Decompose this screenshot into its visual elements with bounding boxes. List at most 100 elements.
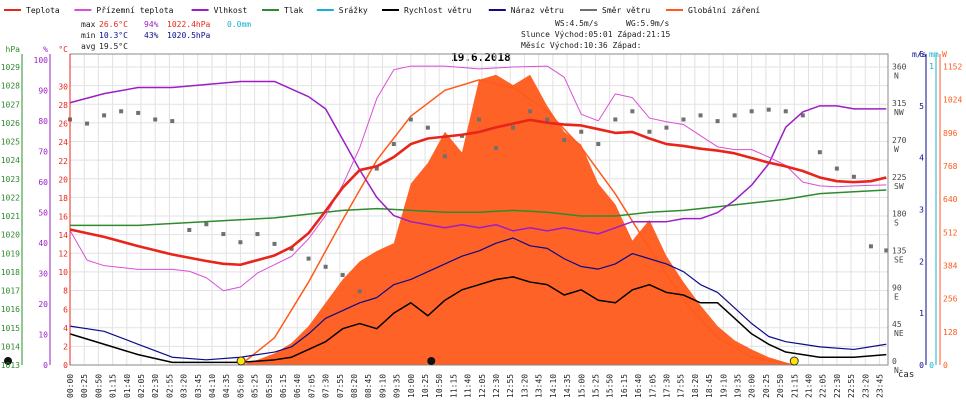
wind-direction-point-26 bbox=[511, 125, 516, 130]
humidity-axis-tick-2: 20 bbox=[38, 300, 48, 309]
wind-direction-point-18 bbox=[374, 166, 379, 171]
rain-tick-1: 1 bbox=[929, 62, 934, 71]
pressure-axis-tick-1: 1014 bbox=[1, 342, 20, 351]
temperature-axis-tick-6: 12 bbox=[58, 250, 68, 259]
humidity-axis-tick-4: 40 bbox=[38, 239, 48, 248]
pressure-axis-tick-7: 1020 bbox=[1, 231, 20, 240]
temperature-axis-tick-8: 16 bbox=[58, 212, 68, 221]
wind-direction-point-6 bbox=[170, 119, 175, 124]
x-tick-label-34: 14:10 bbox=[549, 374, 558, 398]
stat-max-humidity: 94% bbox=[144, 20, 159, 29]
legend-label-1: Přízemní teplota bbox=[96, 6, 173, 15]
wind-direction-point-1 bbox=[85, 121, 90, 126]
clear-sky-curve bbox=[239, 79, 795, 366]
rain-axis-unit: mm bbox=[929, 50, 939, 59]
wind-direction-point-32 bbox=[613, 117, 618, 122]
radiation-tick-0: 0 bbox=[943, 361, 948, 370]
wind-direction-point-2 bbox=[102, 113, 107, 118]
x-tick-label-28: 11:40 bbox=[464, 374, 473, 398]
humidity-axis-tick-1: 10 bbox=[38, 331, 48, 340]
temperature-axis-tick-11: 22 bbox=[58, 157, 68, 166]
pressure-axis-tick-15: 1028 bbox=[1, 82, 20, 91]
x-tick-label-15: 06:15 bbox=[279, 374, 288, 398]
series-line-5 bbox=[69, 276, 887, 364]
x-tick-label-5: 02:05 bbox=[137, 374, 146, 398]
pressure-axis-tick-2: 1015 bbox=[1, 324, 20, 333]
series-line-4 bbox=[69, 237, 887, 361]
x-tick-label-33: 13:45 bbox=[535, 374, 544, 398]
direction-tick-3: 135 bbox=[892, 247, 907, 256]
wind-direction-point-38 bbox=[715, 119, 720, 124]
stat-avg-temp: 19.5°C bbox=[99, 42, 128, 51]
pressure-axis-tick-11: 1024 bbox=[1, 156, 20, 165]
chart-title: 19.6.2018 bbox=[451, 51, 511, 64]
direction-tick-8: 360 bbox=[892, 62, 907, 71]
wind-direction-point-3 bbox=[119, 109, 124, 114]
x-tick-label-57: 23:45 bbox=[875, 374, 884, 398]
pressure-axis-tick-16: 1029 bbox=[1, 63, 20, 72]
wind-direction-point-5 bbox=[153, 117, 158, 122]
direction-tick-5: 225 bbox=[892, 173, 907, 182]
x-tick-label-32: 13:20 bbox=[520, 374, 529, 398]
wind-axis-unit: m/s bbox=[912, 50, 927, 59]
wind-direction-point-15 bbox=[323, 264, 328, 269]
wind-tick-6: 6 bbox=[919, 50, 924, 59]
wind-direction-point-9 bbox=[221, 232, 226, 237]
pressure-axis-tick-10: 1023 bbox=[1, 175, 20, 184]
x-tick-label-6: 02:30 bbox=[151, 374, 160, 398]
x-tick-label-48: 20:00 bbox=[748, 374, 757, 398]
wind-direction-point-8 bbox=[204, 222, 209, 227]
x-tick-label-46: 19:10 bbox=[719, 374, 728, 398]
x-tick-label-17: 07:05 bbox=[307, 374, 316, 398]
wind-direction-point-40 bbox=[749, 109, 754, 114]
x-tick-label-43: 17:55 bbox=[677, 374, 686, 398]
x-tick-label-26: 10:50 bbox=[435, 374, 444, 398]
moon-phase-marker bbox=[4, 357, 12, 365]
pressure-axis-tick-12: 1025 bbox=[1, 138, 20, 147]
pressure-axis-tick-13: 1026 bbox=[1, 119, 20, 128]
temperature-axis-tick-12: 24 bbox=[58, 138, 68, 147]
stat-min-label: min bbox=[81, 31, 96, 40]
x-tick-label-49: 20:25 bbox=[762, 374, 771, 398]
x-tick-label-54: 22:30 bbox=[833, 374, 842, 398]
wind-direction-point-35 bbox=[664, 125, 669, 130]
x-tick-label-13: 05:25 bbox=[251, 374, 260, 398]
x-tick-label-3: 01:15 bbox=[109, 374, 118, 398]
direction-cardinal-5: SW bbox=[894, 182, 904, 191]
stat-min-humidity: 43% bbox=[144, 31, 159, 40]
radiation-tick-5: 640 bbox=[943, 195, 958, 204]
direction-cardinal-7: NW bbox=[894, 108, 904, 117]
direction-tick-0: 0 bbox=[892, 357, 897, 366]
wind-direction-point-39 bbox=[732, 113, 737, 118]
x-tick-label-10: 04:10 bbox=[208, 374, 217, 398]
legend-label-0: Teplota bbox=[26, 6, 60, 15]
pressure-axis-tick-14: 1027 bbox=[1, 100, 20, 109]
sunrise-marker bbox=[236, 356, 246, 366]
x-tick-label-8: 03:20 bbox=[180, 374, 189, 398]
x-tick-label-16: 06:40 bbox=[293, 374, 302, 398]
pressure-axis-unit: hPa bbox=[6, 45, 21, 54]
x-tick-label-37: 15:25 bbox=[591, 374, 600, 398]
x-tick-label-22: 09:10 bbox=[378, 374, 387, 398]
x-tick-label-38: 15:50 bbox=[606, 374, 615, 398]
temperature-axis-unit: °C bbox=[58, 45, 68, 54]
temperature-axis-tick-10: 20 bbox=[58, 175, 68, 184]
radiation-tick-7: 896 bbox=[943, 129, 958, 138]
radiation-tick-1: 128 bbox=[943, 328, 958, 337]
x-tick-label-40: 16:40 bbox=[634, 374, 643, 398]
pressure-axis-tick-8: 1021 bbox=[1, 212, 20, 221]
x-tick-label-44: 18:20 bbox=[691, 374, 700, 398]
x-tick-label-50: 20:50 bbox=[776, 374, 785, 398]
wind-direction-point-20 bbox=[408, 117, 413, 122]
wind-direction-point-14 bbox=[306, 256, 311, 261]
direction-tick-2: 90 bbox=[892, 283, 902, 292]
wind-tick-1: 1 bbox=[919, 309, 924, 318]
humidity-axis-tick-7: 70 bbox=[38, 148, 48, 157]
x-tick-label-55: 22:55 bbox=[847, 374, 856, 398]
x-tick-label-18: 07:30 bbox=[322, 374, 331, 398]
pressure-axis-tick-4: 1017 bbox=[1, 287, 20, 296]
direction-cardinal-1: NE bbox=[894, 329, 904, 338]
humidity-axis-tick-8: 80 bbox=[38, 117, 48, 126]
series-line-2 bbox=[69, 80, 887, 235]
